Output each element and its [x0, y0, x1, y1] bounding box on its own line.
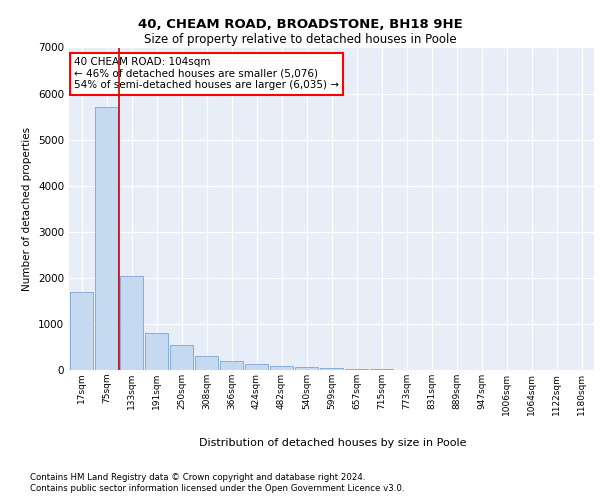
- Y-axis label: Number of detached properties: Number of detached properties: [22, 126, 32, 291]
- Bar: [345, 368, 368, 370]
- Text: 40, CHEAM ROAD, BROADSTONE, BH18 9HE: 40, CHEAM ROAD, BROADSTONE, BH18 9HE: [137, 18, 463, 30]
- Bar: [120, 276, 143, 370]
- Text: Contains public sector information licensed under the Open Government Licence v3: Contains public sector information licen…: [30, 484, 404, 493]
- Bar: [195, 356, 218, 370]
- Text: Contains HM Land Registry data © Crown copyright and database right 2024.: Contains HM Land Registry data © Crown c…: [30, 472, 365, 482]
- Bar: [370, 369, 393, 370]
- Bar: [245, 364, 268, 370]
- Bar: [170, 344, 193, 370]
- Bar: [320, 368, 343, 370]
- Text: Size of property relative to detached houses in Poole: Size of property relative to detached ho…: [143, 32, 457, 46]
- Bar: [295, 367, 318, 370]
- Bar: [95, 108, 118, 370]
- Bar: [220, 361, 243, 370]
- Text: 40 CHEAM ROAD: 104sqm
← 46% of detached houses are smaller (5,076)
54% of semi-d: 40 CHEAM ROAD: 104sqm ← 46% of detached …: [74, 57, 339, 90]
- Bar: [145, 333, 168, 370]
- Text: Distribution of detached houses by size in Poole: Distribution of detached houses by size …: [199, 438, 467, 448]
- Bar: [270, 366, 293, 370]
- Bar: [70, 292, 93, 370]
